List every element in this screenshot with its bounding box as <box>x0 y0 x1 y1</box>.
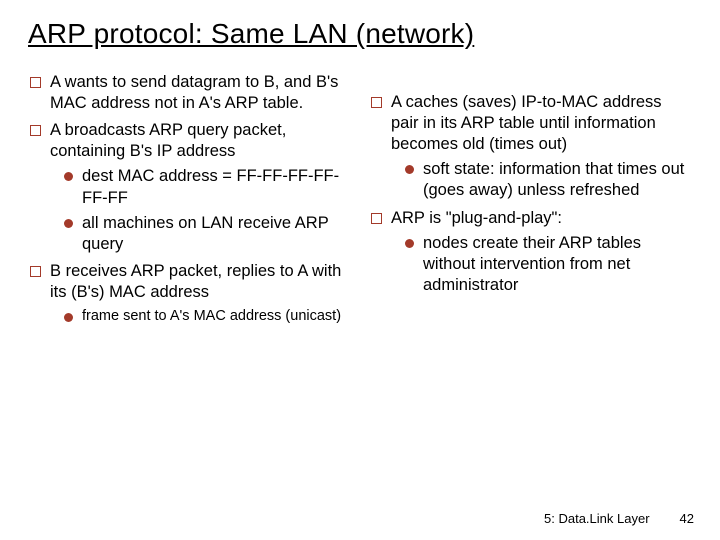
left-item-2: B receives ARP packet, replies to A with… <box>28 261 351 326</box>
right-item-0: A caches (saves) IP-to-MAC address pair … <box>369 92 692 202</box>
left-item-0-text: A wants to send datagram to B, and B's M… <box>50 73 338 112</box>
slide-footer: 5: Data.Link Layer 42 <box>544 511 694 526</box>
left-item-2-sub-0: frame sent to A's MAC address (unicast) <box>62 307 351 326</box>
content-columns: A wants to send datagram to B, and B's M… <box>28 72 692 332</box>
right-item-0-text: A caches (saves) IP-to-MAC address pair … <box>391 93 662 153</box>
right-item-1-sub-0: nodes create their ARP tables without in… <box>403 233 692 296</box>
left-item-2-text: B receives ARP packet, replies to A with… <box>50 262 341 301</box>
right-column: A caches (saves) IP-to-MAC address pair … <box>369 72 692 332</box>
right-item-0-sub-0: soft state: information that times out (… <box>403 159 692 201</box>
left-column: A wants to send datagram to B, and B's M… <box>28 72 351 332</box>
left-item-1-text: A broadcasts ARP query packet, containin… <box>50 121 286 160</box>
left-item-1-sub-1: all machines on LAN receive ARP query <box>62 213 351 255</box>
right-item-1: ARP is "plug-and-play": nodes create the… <box>369 208 692 296</box>
left-item-1: A broadcasts ARP query packet, containin… <box>28 120 351 255</box>
footer-section: 5: Data.Link Layer <box>544 511 650 526</box>
slide-title: ARP protocol: Same LAN (network) <box>28 18 692 50</box>
left-item-0: A wants to send datagram to B, and B's M… <box>28 72 351 114</box>
footer-page-number: 42 <box>680 511 694 526</box>
right-item-1-text: ARP is "plug-and-play": <box>391 209 562 227</box>
left-item-1-sub-0: dest MAC address = FF-FF-FF-FF-FF-FF <box>62 166 351 208</box>
